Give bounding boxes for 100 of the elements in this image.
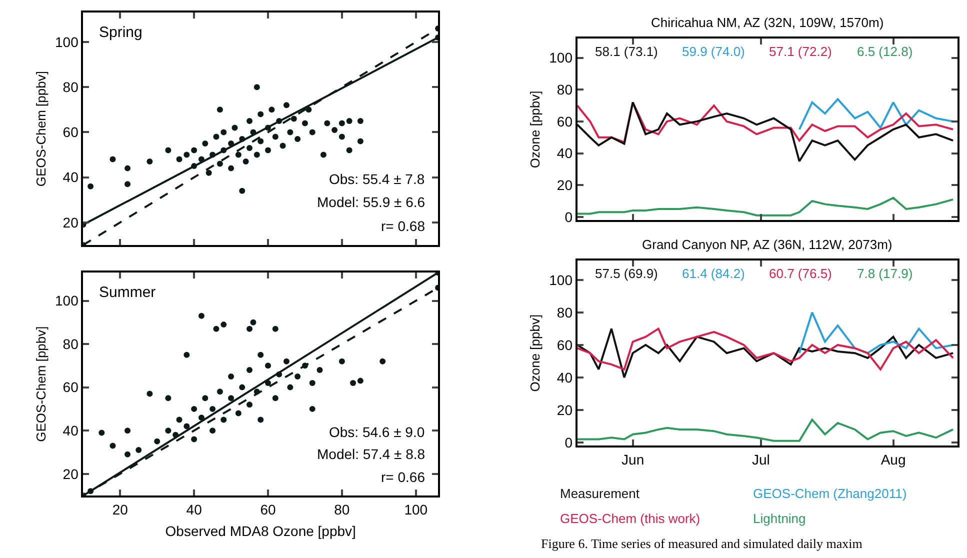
point bbox=[302, 120, 308, 126]
point bbox=[165, 428, 172, 434]
point bbox=[309, 380, 316, 386]
annotation: 7.8 (17.9) bbox=[857, 266, 913, 281]
point bbox=[239, 384, 246, 390]
point bbox=[246, 367, 253, 373]
annotation: Model: 57.4 ± 8.8 bbox=[317, 446, 426, 462]
line-series bbox=[577, 101, 954, 144]
point bbox=[202, 395, 208, 402]
annotation: 6.5 (12.8) bbox=[857, 44, 913, 59]
text: GEOS-Chem (this work) bbox=[560, 511, 700, 526]
point bbox=[216, 160, 223, 167]
line-series bbox=[577, 328, 954, 378]
point bbox=[309, 406, 316, 412]
line-series bbox=[577, 101, 954, 162]
point bbox=[294, 136, 301, 142]
y-tick-label: 80 bbox=[62, 79, 79, 96]
point bbox=[306, 106, 312, 113]
point bbox=[213, 326, 220, 332]
point bbox=[210, 406, 216, 412]
x-axis-title: Observed MDA8 Ozone [ppbv] bbox=[165, 523, 356, 540]
point bbox=[254, 84, 260, 90]
point bbox=[191, 406, 198, 412]
point bbox=[294, 373, 301, 380]
point bbox=[210, 428, 216, 434]
y-tick-label: 80 bbox=[556, 304, 573, 320]
point bbox=[191, 147, 198, 154]
point bbox=[346, 147, 352, 154]
y-tick-label: 40 bbox=[556, 369, 573, 386]
point bbox=[124, 428, 131, 434]
point bbox=[357, 378, 364, 384]
point bbox=[176, 416, 182, 423]
y-tick-label: 40 bbox=[556, 145, 573, 162]
annotation: r= 0.66 bbox=[381, 469, 426, 485]
point bbox=[232, 124, 238, 131]
annotation: Model: 55.9 ± 6.6 bbox=[317, 194, 426, 210]
y-tick-label: 0 bbox=[564, 434, 573, 450]
y-tick-label: 100 bbox=[55, 292, 79, 309]
point bbox=[146, 158, 153, 165]
y-tick-label: 60 bbox=[62, 379, 79, 396]
annotation: Spring bbox=[99, 24, 142, 41]
point bbox=[246, 145, 253, 152]
point bbox=[213, 134, 220, 140]
x-tick-label: Jun bbox=[622, 452, 644, 468]
point bbox=[357, 118, 364, 124]
x-tick-label: 40 bbox=[186, 501, 202, 518]
point bbox=[165, 395, 172, 402]
point bbox=[176, 156, 182, 162]
point bbox=[220, 322, 227, 328]
line-series bbox=[798, 98, 954, 130]
point bbox=[246, 118, 253, 124]
point bbox=[235, 410, 242, 416]
chart-title: Grand Canyon NP, AZ (36N, 112W, 2073m) bbox=[642, 237, 892, 252]
y-tick-label: 80 bbox=[62, 336, 79, 352]
line-series bbox=[577, 196, 954, 216]
annotation: 58.1 (73.1) bbox=[595, 44, 658, 59]
point bbox=[268, 106, 275, 113]
point bbox=[324, 120, 330, 126]
point bbox=[228, 165, 234, 172]
annotation: Obs: 55.4 ± 7.8 bbox=[329, 171, 425, 187]
y-tick-label: 100 bbox=[549, 50, 573, 66]
y-tick-label: 60 bbox=[556, 113, 573, 130]
point bbox=[320, 152, 326, 158]
point bbox=[338, 358, 345, 364]
point bbox=[146, 390, 153, 397]
annotation: 61.4 (84.2) bbox=[682, 266, 745, 281]
point bbox=[272, 326, 278, 332]
point bbox=[110, 156, 116, 162]
point bbox=[287, 384, 294, 390]
y-axis-title: Ozone [ppbv] bbox=[528, 90, 543, 168]
y-tick-label: 20 bbox=[556, 402, 573, 418]
point bbox=[198, 312, 204, 319]
point bbox=[254, 152, 260, 158]
point bbox=[265, 362, 271, 369]
point bbox=[124, 181, 131, 188]
x-tick-label: 60 bbox=[260, 501, 276, 518]
x-tick-label: 20 bbox=[112, 501, 128, 518]
annotation: Obs: 54.6 ± 9.0 bbox=[329, 424, 425, 440]
y-tick-label: 40 bbox=[62, 422, 79, 438]
text: Lightning bbox=[753, 511, 806, 526]
point bbox=[332, 126, 338, 133]
y-tick-label: 100 bbox=[55, 34, 79, 50]
point bbox=[280, 142, 286, 149]
point bbox=[283, 102, 290, 108]
x-tick-label: 100 bbox=[404, 501, 428, 518]
annotation: 57.1 (72.2) bbox=[769, 44, 832, 59]
annotation: r= 0.68 bbox=[381, 218, 426, 234]
point bbox=[290, 116, 297, 122]
y-axis-title: GEOS-Chem [ppbv] bbox=[33, 326, 48, 442]
point bbox=[184, 352, 190, 358]
y-tick-label: 80 bbox=[556, 82, 573, 98]
point bbox=[287, 129, 294, 136]
point bbox=[206, 170, 212, 176]
point bbox=[272, 134, 278, 140]
point bbox=[228, 395, 234, 402]
point bbox=[350, 380, 356, 386]
point bbox=[283, 358, 290, 364]
point bbox=[338, 134, 345, 140]
point bbox=[220, 129, 227, 136]
y-tick-label: 20 bbox=[62, 214, 79, 230]
